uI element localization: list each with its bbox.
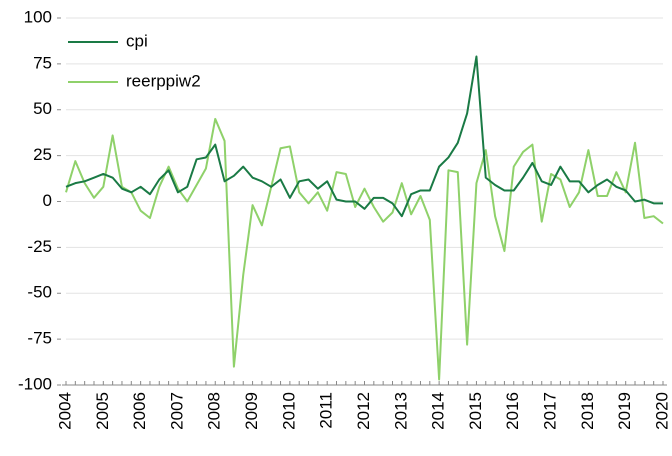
x-tick-label: 2015 (466, 392, 485, 430)
y-tick-label: 100 (24, 7, 52, 26)
series-line (65, 55, 663, 218)
y-tick-label: 75 (33, 53, 52, 72)
x-tick-label: 2014 (429, 392, 448, 430)
y-tick-label: -50 (27, 283, 52, 302)
x-tick-label: 2012 (354, 392, 373, 430)
x-tick-label: 2013 (391, 392, 410, 430)
x-tick-label: 2010 (279, 392, 298, 430)
x-tick-label: 2017 (541, 392, 560, 430)
legend-label: cpi (126, 31, 148, 50)
y-tick-label: -75 (27, 329, 52, 348)
x-tick-label: 2018 (578, 392, 597, 430)
x-tick-label: 2007 (167, 392, 186, 430)
y-tick-label: 0 (43, 191, 52, 210)
y-tick-label: -25 (27, 237, 52, 256)
x-tick-label: 2011 (317, 392, 336, 429)
legend-label: reerppiw2 (126, 71, 201, 90)
x-tick-label: 2004 (55, 392, 74, 430)
series-line (65, 117, 664, 381)
x-tick-label: 2006 (130, 392, 149, 430)
y-tick-label: 25 (33, 145, 52, 164)
x-tick-label: 2008 (205, 392, 224, 430)
y-tick-label: 50 (33, 99, 52, 118)
x-tick-label: 2020 (652, 392, 671, 430)
x-tick-label: 2019 (615, 392, 634, 430)
x-tick-label: 2009 (242, 392, 261, 430)
y-tick-label: -100 (18, 374, 52, 393)
x-tick-label: 2005 (93, 392, 112, 430)
x-tick-label: 2016 (503, 392, 522, 430)
